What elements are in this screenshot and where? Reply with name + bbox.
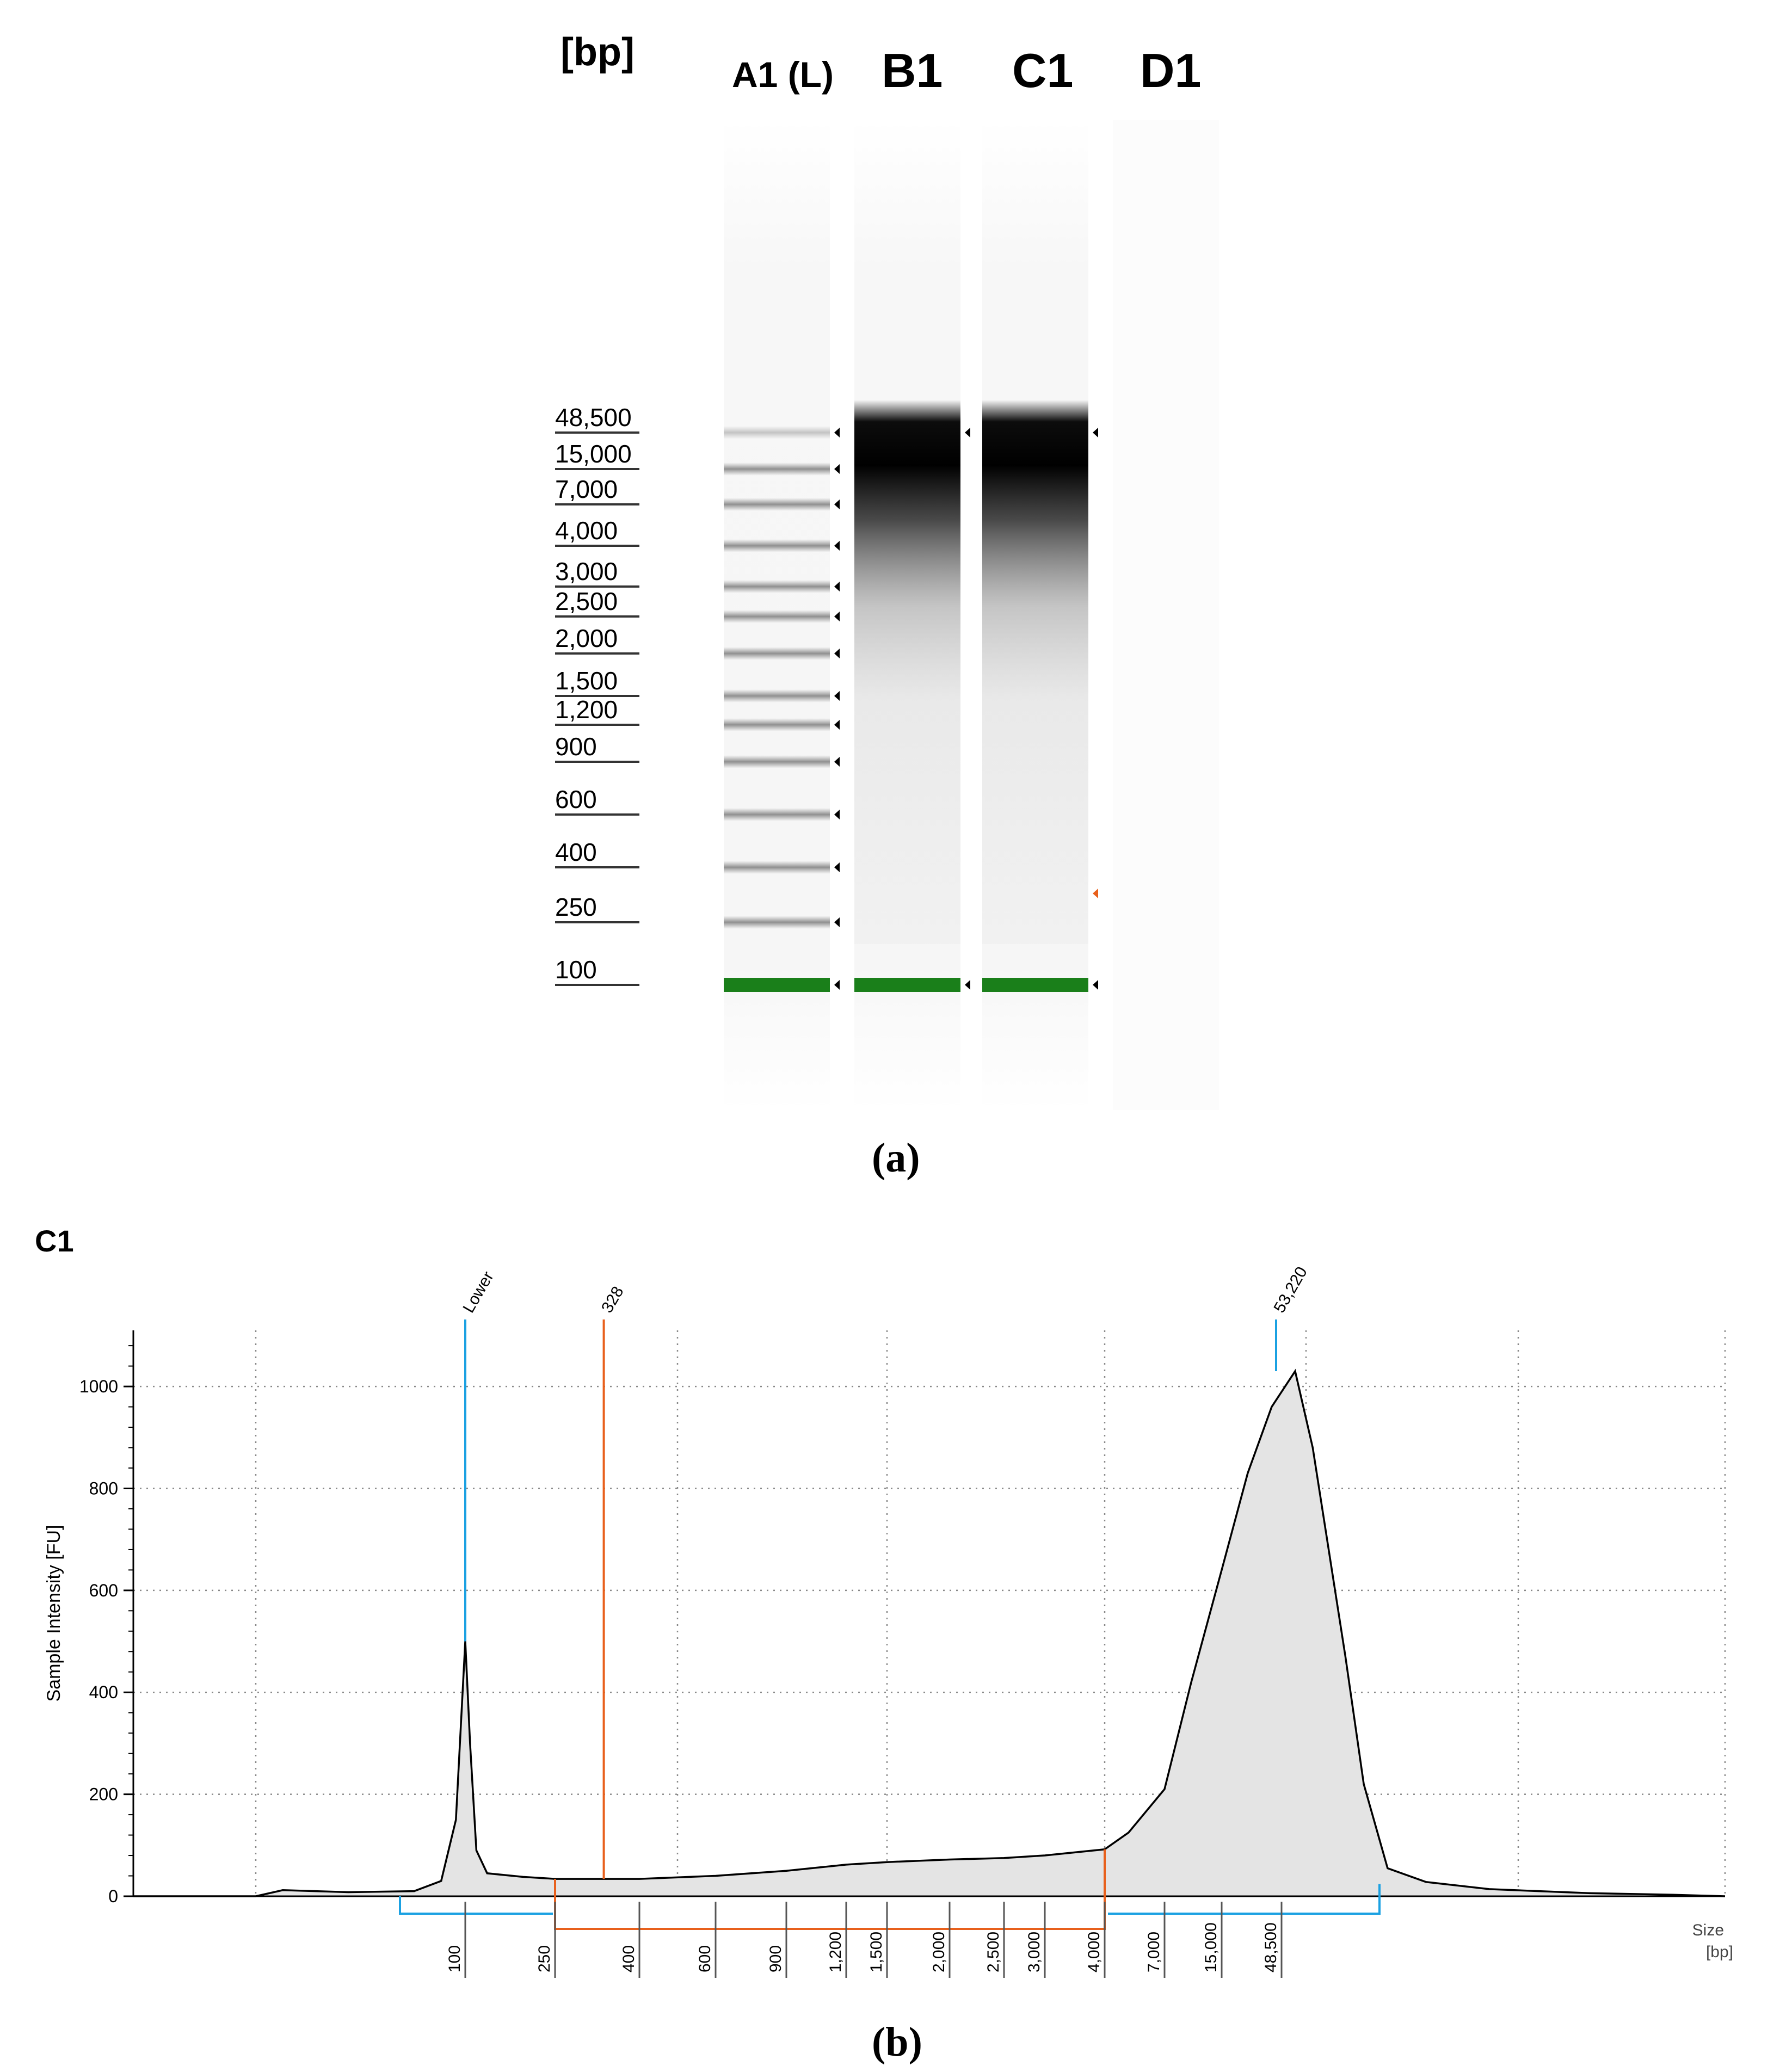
band-marker-arrow: [834, 720, 840, 730]
y-tick-label: 400: [89, 1682, 118, 1702]
x-tick-label: 2,000: [930, 1932, 948, 1972]
x-tick-label: 1,200: [827, 1932, 845, 1972]
band-marker-arrow: [834, 757, 840, 767]
flag-marker: [1093, 889, 1098, 898]
band-marker-arrow: [834, 862, 840, 872]
band-marker-arrow: [834, 428, 840, 437]
ladder-band: [724, 610, 830, 623]
ladder-size-label: 4,000: [555, 516, 618, 545]
lane-label: C1: [1012, 44, 1074, 97]
x-tick-label: 15,000: [1202, 1922, 1220, 1972]
y-tick-label: 1000: [79, 1377, 118, 1396]
band-marker-arrow: [1093, 980, 1098, 990]
lane-background: [1113, 120, 1219, 1110]
x-tick-label: 250: [535, 1945, 553, 1972]
band-marker-arrow: [834, 810, 840, 819]
band-marker-arrow: [834, 649, 840, 658]
ladder-size-label: 100: [555, 955, 597, 984]
electropherogram-chart: C1 0 200 400 600 800 1000 Sample Intensity [FU…: [35, 1224, 1733, 1978]
panel-b-caption: (b): [872, 2019, 922, 2065]
band-marker-arrow: [834, 541, 840, 551]
y-tick-label: 200: [89, 1785, 118, 1804]
trace-area: [133, 1371, 1725, 1896]
y-tick-label: 800: [89, 1478, 118, 1498]
y-tick-label: 0: [108, 1886, 118, 1906]
ladder-band: [724, 647, 830, 660]
ladder-size-label: 3,000: [555, 557, 618, 585]
y-tick-label: 600: [89, 1581, 118, 1600]
lower-marker-band: [982, 978, 1088, 992]
band-marker-arrow: [834, 691, 840, 701]
x-tick-label: 3,000: [1025, 1932, 1043, 1972]
sample-title: C1: [35, 1224, 74, 1258]
lane-label: A1 (L): [732, 54, 834, 95]
ladder-size-label: 15,000: [555, 440, 632, 468]
ladder-band: [724, 462, 830, 476]
band-marker-arrow: [834, 464, 840, 474]
band-marker-arrow: [834, 582, 840, 591]
ladder-size-label: 900: [555, 732, 597, 761]
ladder-size-label: 1,500: [555, 667, 618, 695]
ladder-band: [724, 426, 830, 439]
ladder-size-label: 600: [555, 785, 597, 813]
x-tick-label: 2,500: [984, 1932, 1002, 1972]
x-tick-label: 7,000: [1145, 1932, 1163, 1972]
ladder-band: [724, 718, 830, 731]
gel-image: [bp] A1 (L) B1 C1 D1 48,500 15,000 7,000 4,000 3,…: [555, 30, 1219, 1110]
ladder-size-label: 2,000: [555, 624, 618, 652]
peak-label: 53,220: [1270, 1264, 1310, 1316]
x-tick-label: 4,000: [1085, 1932, 1103, 1972]
band-marker-arrow: [1093, 428, 1098, 437]
ladder-band: [724, 755, 830, 768]
band-marker-arrow: [834, 499, 840, 509]
lane-label: B1: [882, 44, 943, 97]
ladder-size-label: 48,500: [555, 403, 632, 431]
ladder-size-label: 250: [555, 893, 597, 921]
electropherogram-panel: C1 0 200 400 600 800 1000 Sample Intensity [FU…: [0, 1186, 1780, 2072]
x-tick-label: 48,500: [1262, 1922, 1280, 1972]
band-marker-arrow: [834, 980, 840, 990]
ladder-band: [724, 808, 830, 821]
ladder-band: [724, 498, 830, 511]
peak-label: Lower: [459, 1268, 497, 1316]
band-marker-arrow: [965, 980, 970, 990]
ladder-band: [724, 539, 830, 552]
lane-label: D1: [1140, 44, 1202, 97]
ladder-size-label: 1,200: [555, 695, 618, 724]
x-tick-label: 400: [620, 1945, 638, 1972]
ladder-band: [724, 689, 830, 702]
band-marker-arrow: [834, 917, 840, 927]
region-marker-label: 328: [598, 1284, 627, 1316]
x-tick-label: 100: [446, 1945, 464, 1972]
unit-label: [bp]: [561, 30, 635, 74]
band-marker-arrow: [965, 428, 970, 437]
y-axis-label: Sample Intensity [FU]: [44, 1525, 64, 1701]
ladder-band: [724, 861, 830, 874]
x-axis-label-bottom: [bp]: [1706, 1943, 1733, 1961]
lower-marker-band: [724, 978, 830, 992]
gel-image-panel: [bp] A1 (L) B1 C1 D1 48,500 15,000 7,000 4,000 3,…: [555, 30, 1219, 1181]
x-tick-label: 1,500: [867, 1932, 885, 1972]
x-axis-label-top: Size: [1692, 1921, 1724, 1939]
ladder-size-label: 400: [555, 838, 597, 866]
ladder-size-label: 7,000: [555, 475, 618, 503]
ladder-band: [724, 580, 830, 593]
panel-a-caption: (a): [872, 1135, 920, 1181]
trace-line: [133, 1368, 1726, 1897]
x-tick-label: 900: [767, 1945, 785, 1972]
band-marker-arrow: [834, 612, 840, 621]
x-tick-label: 600: [696, 1945, 714, 1972]
ladder-size-label: 2,500: [555, 587, 618, 615]
upper-marker-bracket: [1108, 1884, 1381, 1915]
ladder-band: [724, 916, 830, 929]
lower-marker-bracket: [399, 1896, 553, 1915]
lower-marker-band: [854, 978, 960, 992]
sample-smear: [982, 400, 1088, 944]
sample-smear: [854, 400, 960, 944]
